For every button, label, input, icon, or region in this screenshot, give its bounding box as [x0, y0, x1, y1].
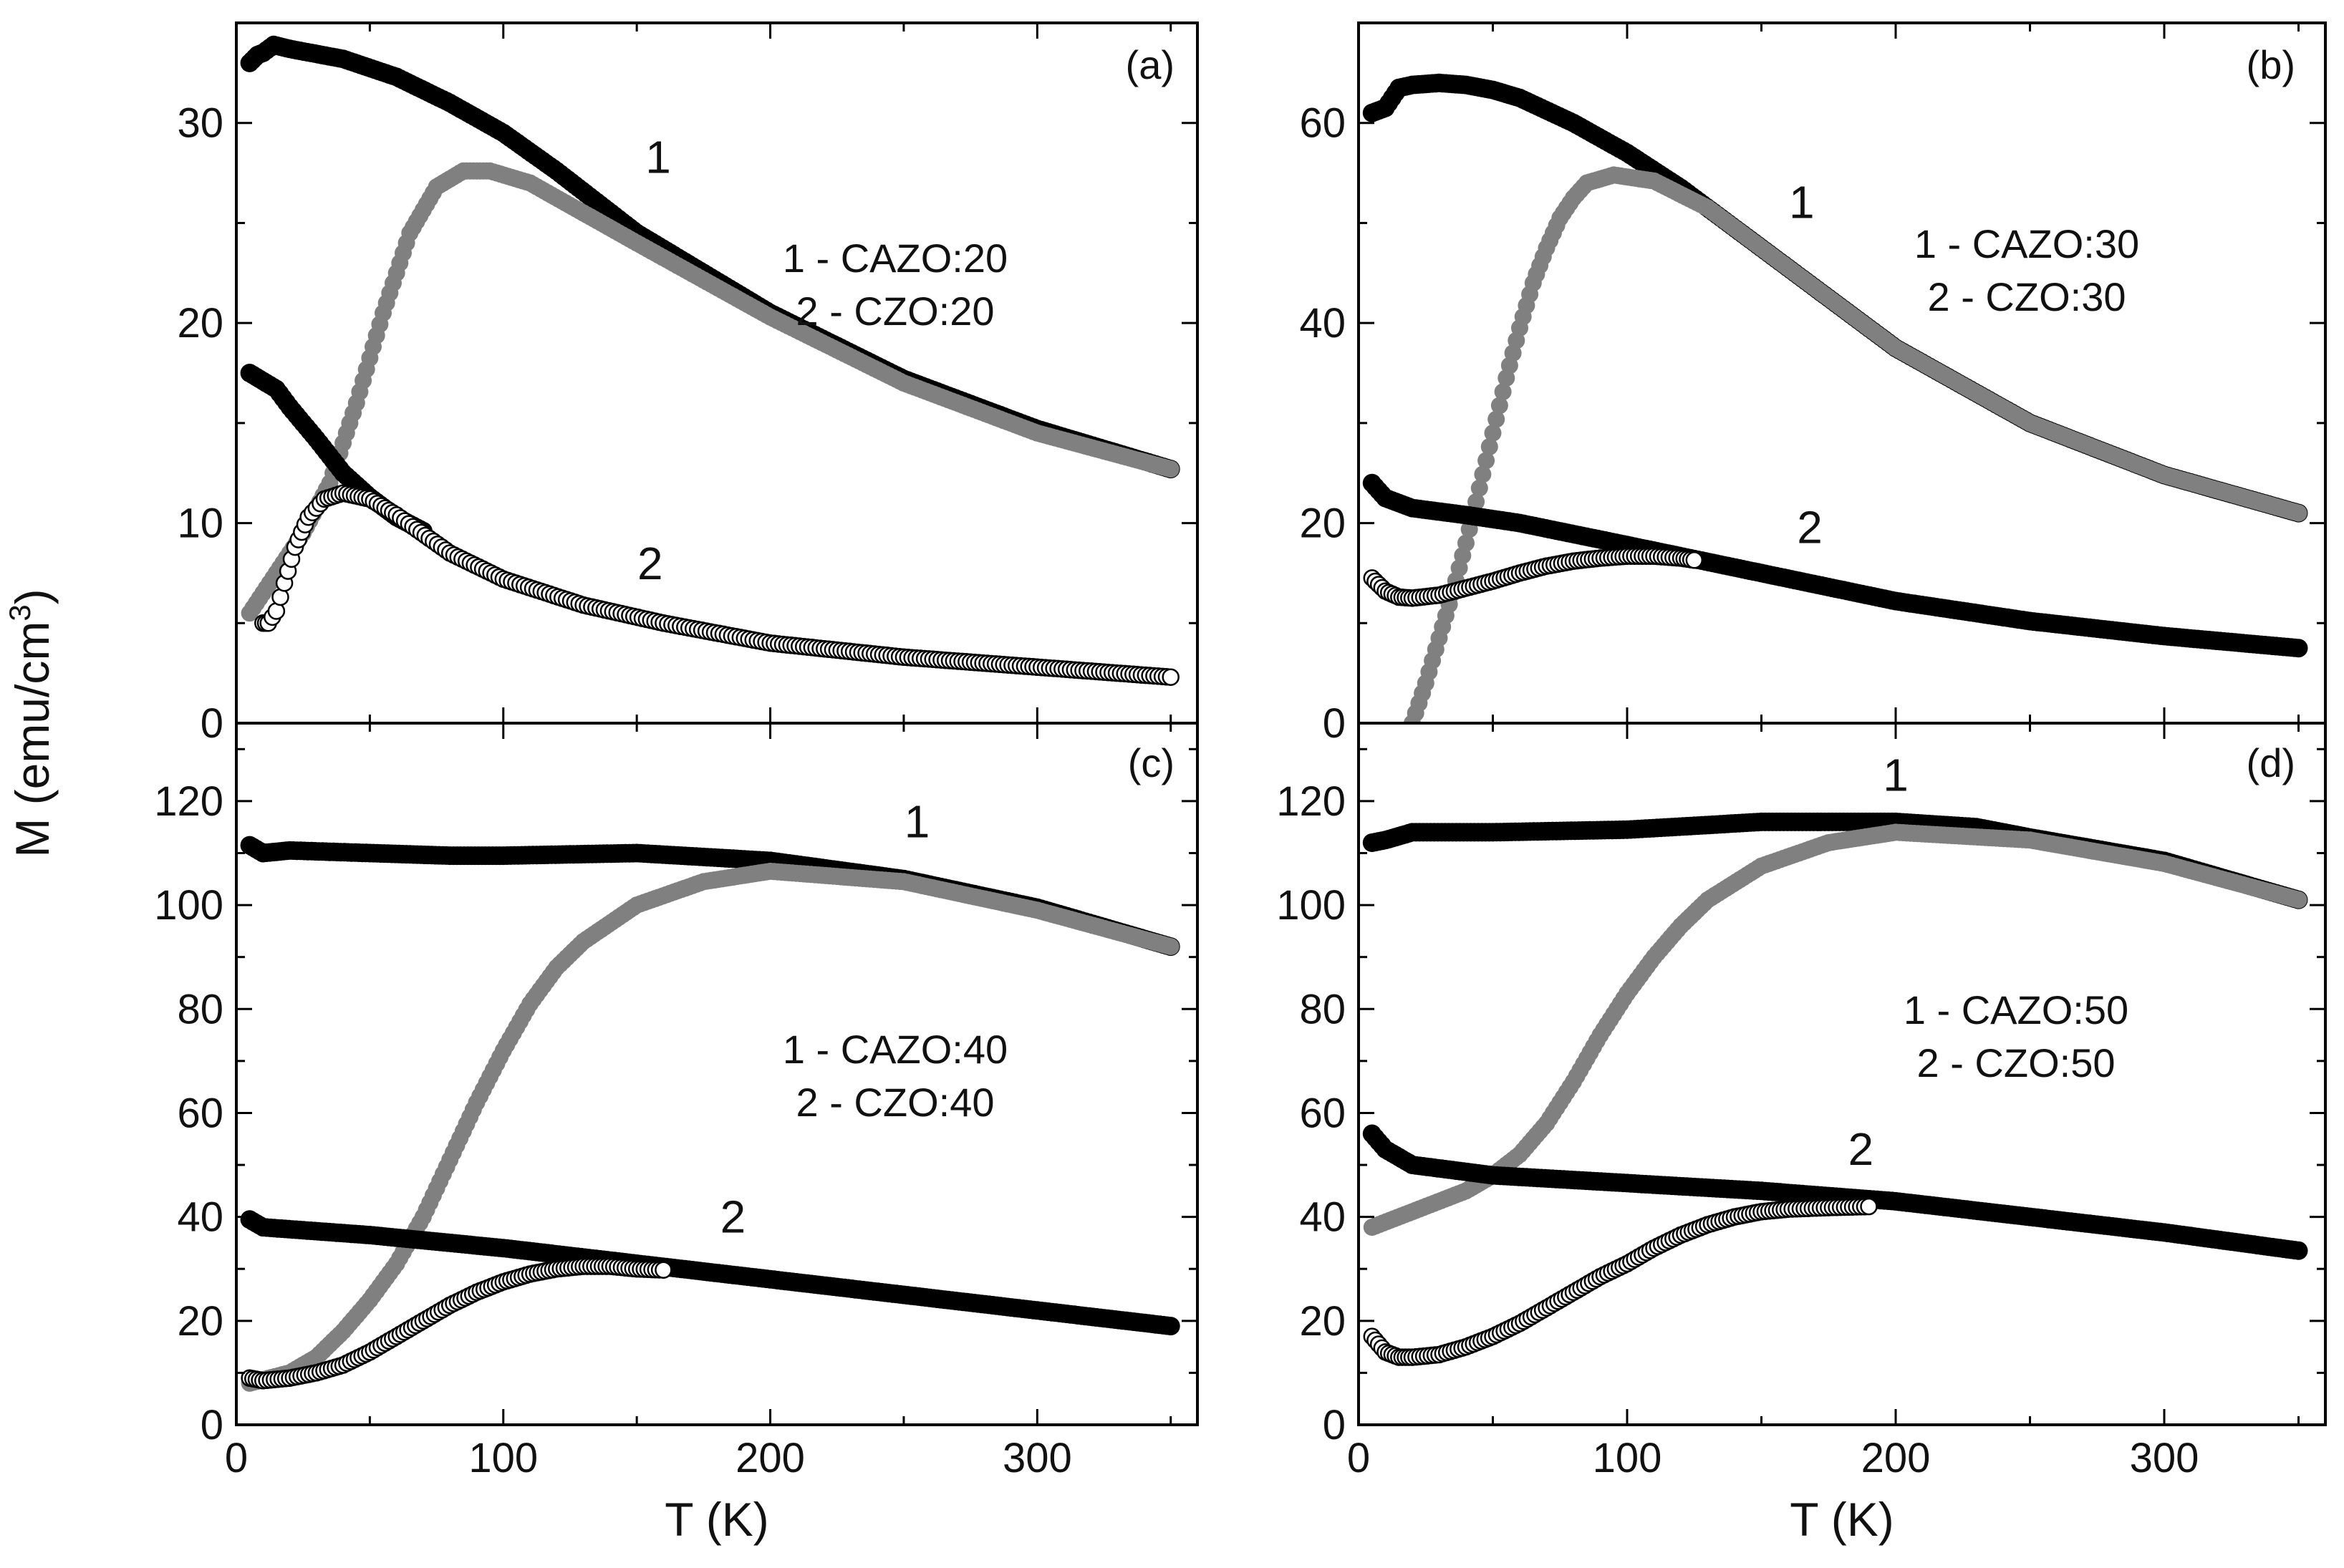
panel-label: (d) — [2247, 740, 2295, 785]
series-d-3 — [1362, 1124, 2308, 1260]
x-tick-label: 100 — [468, 1435, 538, 1481]
data-point — [1487, 410, 1505, 428]
series-c-3 — [240, 1210, 1180, 1336]
data-point — [1162, 460, 1180, 478]
y-tick-label: 0 — [1323, 1402, 1346, 1448]
curve-label: 1 — [1883, 749, 1909, 800]
panel-d: 0 20 40 60 80 100 120 0 100 200 300 T (K) (d) 1 - CAZ… — [1276, 722, 2327, 1546]
y-tick-label: 0 — [1323, 700, 1346, 747]
legend-entry: 1 - CAZO:40 — [783, 1027, 1008, 1072]
data-point — [2290, 504, 2307, 522]
y-tick-label: 0 — [201, 700, 223, 747]
series-a-4 — [254, 484, 1180, 686]
data-point — [1490, 397, 1508, 415]
data-point — [655, 1261, 672, 1279]
series-c-4 — [241, 1257, 672, 1390]
y-tick-label: 20 — [1299, 500, 1346, 547]
series-b-4 — [1363, 547, 1704, 607]
panel-c: 0 20 40 60 80 100 120 0 100 200 300 T (K) (c) 1 - CAZ… — [154, 722, 1199, 1546]
curve-label: 2 — [1797, 502, 1823, 553]
x-tick-label: 100 — [1593, 1435, 1662, 1481]
data-point — [2290, 891, 2307, 909]
series-a-1 — [240, 35, 1180, 479]
y-tick-label: 40 — [1299, 1194, 1346, 1241]
x-tick-label: 200 — [1861, 1435, 1931, 1481]
y-tick-label: 30 — [177, 100, 223, 147]
curve-label: 2 — [1848, 1123, 1873, 1175]
x-axis-title: T (K) — [1790, 1493, 1894, 1546]
legend-entry: 2 - CZO:40 — [796, 1080, 995, 1125]
curve-label: 2 — [720, 1191, 746, 1242]
panel-label: (c) — [1128, 740, 1175, 785]
y-tick-label: 20 — [1299, 1298, 1346, 1345]
data-point — [1162, 668, 1180, 686]
y-axis-title-close: ) — [6, 589, 59, 604]
panel-b: 0 20 40 60 (b) 1 - CAZO:30 2 - CZO:30 1 2 — [1299, 21, 2327, 747]
data-point — [2289, 639, 2308, 658]
data-point — [1484, 424, 1502, 442]
y-tick-label: 120 — [154, 778, 223, 825]
curve-label: 1 — [905, 796, 930, 848]
legend-entry: 2 - CZO:20 — [796, 289, 995, 334]
x-tick-label: 300 — [2130, 1435, 2199, 1481]
data-point — [2289, 1241, 2308, 1260]
series-c-1 — [240, 836, 1180, 957]
legend-entry: 2 - CZO:50 — [1917, 1040, 2116, 1085]
y-tick-label: 20 — [177, 1298, 223, 1345]
panel-label: (b) — [2247, 42, 2295, 87]
data-point — [1162, 938, 1180, 956]
y-tick-label: 120 — [1276, 778, 1346, 825]
data-point — [1470, 479, 1488, 497]
legend-entry: 1 - CAZO:50 — [1904, 987, 2128, 1032]
y-tick-label: 60 — [1299, 1090, 1346, 1136]
x-tick-label: 0 — [1347, 1435, 1370, 1481]
data-point — [1477, 452, 1495, 470]
y-axis-title-text: M (emu/cm — [6, 621, 59, 858]
series-b-2 — [1404, 166, 2307, 723]
x-tick-label: 200 — [735, 1435, 805, 1481]
curve-label: 1 — [645, 132, 671, 183]
data-point — [1457, 534, 1475, 552]
series-b-3 — [1362, 473, 2308, 658]
x-tick-label: 300 — [1003, 1435, 1072, 1481]
y-tick-label: 60 — [1299, 100, 1346, 147]
y-axis-title-superscript: 3 — [3, 604, 37, 621]
panel-label: (a) — [1126, 42, 1175, 87]
y-axis-title: M (emu/cm3) — [3, 589, 59, 857]
curve-label: 1 — [1789, 176, 1815, 228]
series-d-2 — [1363, 823, 2307, 1237]
data-point — [1467, 493, 1485, 510]
x-tick-label: 0 — [225, 1435, 248, 1481]
y-tick-label: 100 — [154, 882, 223, 929]
y-tick-label: 80 — [177, 986, 223, 1032]
y-tick-label: 40 — [177, 1194, 223, 1241]
y-tick-label: 20 — [177, 300, 223, 347]
plot-frame — [235, 21, 1199, 725]
legend-entry: 1 - CAZO:20 — [783, 236, 1008, 281]
plot-frame — [235, 722, 1199, 1426]
y-tick-label: 10 — [177, 500, 223, 547]
series-d-4 — [1363, 1197, 1878, 1366]
panel-a: 0 10 20 30 (a) 1 - CAZO:20 2 - CZO:20 1 2 — [177, 21, 1199, 747]
data-point — [1494, 383, 1512, 401]
y-tick-label: 100 — [1276, 882, 1346, 929]
legend-entry: 1 - CAZO:30 — [1914, 221, 2139, 266]
data-point — [1685, 551, 1704, 569]
data-point — [1474, 465, 1492, 483]
y-tick-label: 80 — [1299, 986, 1346, 1032]
curve-label: 2 — [637, 538, 663, 589]
data-point — [1860, 1197, 1878, 1216]
series-a-2 — [241, 162, 1180, 622]
legend-entry: 2 - CZO:30 — [1928, 274, 2126, 319]
x-axis-title: T (K) — [665, 1493, 768, 1546]
y-tick-label: 0 — [201, 1402, 223, 1448]
data-point — [1161, 1317, 1180, 1336]
data-point — [1480, 438, 1498, 455]
y-tick-label: 40 — [1299, 300, 1346, 347]
y-tick-label: 60 — [177, 1090, 223, 1136]
plot-frame — [1357, 722, 2327, 1426]
